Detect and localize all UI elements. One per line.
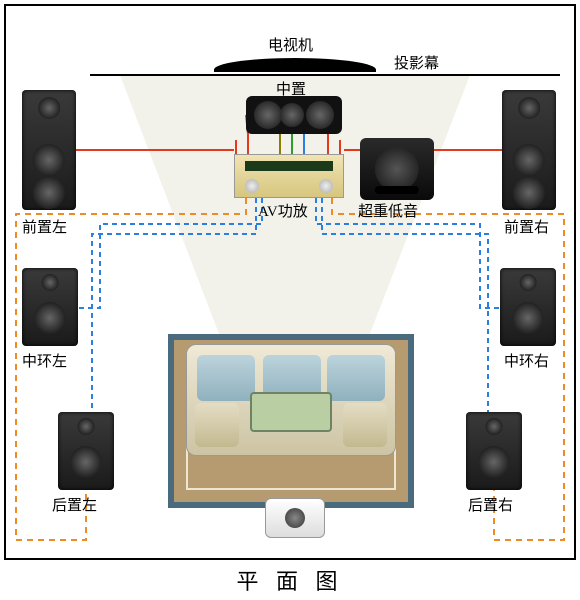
surround-right-label: 中环右 bbox=[504, 350, 549, 371]
tv-label: 电视机 bbox=[268, 34, 313, 55]
projection-screen bbox=[90, 74, 560, 76]
front-left-speaker-icon bbox=[22, 90, 76, 210]
surround-left-label: 中环左 bbox=[22, 350, 67, 371]
diagram-title: 平 面 图 bbox=[0, 564, 580, 596]
projector-icon bbox=[265, 498, 325, 538]
front-left-label: 前置左 bbox=[22, 216, 67, 237]
front-right-label: 前置右 bbox=[504, 216, 549, 237]
rear-right-label: 后置右 bbox=[468, 494, 513, 515]
subwoofer-label: 超重低音 bbox=[358, 200, 418, 221]
rear-left-label: 后置左 bbox=[52, 494, 97, 515]
center-speaker-icon bbox=[246, 96, 342, 134]
rear-right-speaker-icon bbox=[466, 412, 522, 490]
front-right-speaker-icon bbox=[502, 90, 556, 210]
surround-left-speaker-icon bbox=[22, 268, 78, 346]
surround-right-speaker-icon bbox=[500, 268, 556, 346]
subwoofer-icon bbox=[360, 138, 434, 200]
center-label: 中置 bbox=[276, 78, 306, 99]
screen-label: 投影幕 bbox=[394, 52, 439, 73]
coffee-table-icon bbox=[250, 392, 332, 432]
rear-left-speaker-icon bbox=[58, 412, 114, 490]
av-receiver-icon bbox=[234, 154, 344, 198]
receiver-label: AV功放 bbox=[258, 200, 308, 221]
